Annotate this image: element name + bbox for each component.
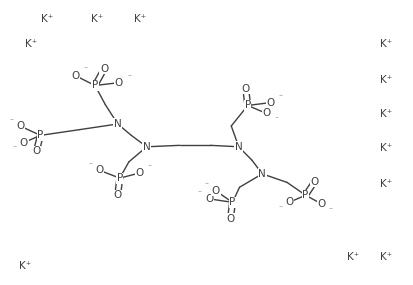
- Text: O: O: [71, 70, 79, 81]
- Text: O: O: [100, 64, 108, 74]
- Text: O: O: [115, 78, 123, 88]
- Text: O: O: [114, 190, 122, 200]
- Text: ⁻: ⁻: [83, 65, 88, 74]
- Text: ⁻: ⁻: [128, 72, 132, 81]
- Text: O: O: [242, 84, 250, 94]
- Text: K⁺: K⁺: [25, 39, 37, 49]
- Text: O: O: [266, 97, 275, 108]
- Text: O: O: [226, 214, 235, 224]
- Text: O: O: [206, 194, 214, 204]
- Text: P: P: [302, 190, 309, 200]
- Text: O: O: [262, 108, 271, 119]
- Text: O: O: [17, 121, 25, 131]
- Text: O: O: [32, 146, 40, 156]
- Text: ⁻: ⁻: [278, 203, 282, 213]
- Text: P: P: [92, 80, 98, 91]
- Text: O: O: [311, 176, 319, 187]
- Text: P: P: [116, 173, 123, 183]
- Text: K⁺: K⁺: [380, 251, 392, 262]
- Text: ⁻: ⁻: [147, 163, 152, 172]
- Text: ⁻: ⁻: [278, 92, 282, 101]
- Text: O: O: [95, 165, 103, 175]
- Text: K⁺: K⁺: [19, 261, 31, 272]
- Text: N: N: [259, 169, 266, 179]
- Text: N: N: [114, 119, 121, 129]
- Text: ⁻: ⁻: [198, 189, 202, 198]
- Text: ⁻: ⁻: [88, 160, 92, 169]
- Text: P: P: [229, 197, 236, 207]
- Text: O: O: [212, 186, 220, 196]
- Text: K⁺: K⁺: [41, 13, 54, 24]
- Text: K⁺: K⁺: [347, 251, 359, 262]
- Text: ⁻: ⁻: [13, 144, 17, 153]
- Text: O: O: [285, 197, 293, 207]
- Text: K⁺: K⁺: [91, 13, 103, 24]
- Text: ⁻: ⁻: [274, 114, 278, 123]
- Text: ⁻: ⁻: [205, 180, 209, 189]
- Text: ⁻: ⁻: [328, 205, 332, 214]
- Text: K⁺: K⁺: [380, 39, 392, 49]
- Text: K⁺: K⁺: [380, 75, 392, 85]
- Text: K⁺: K⁺: [134, 13, 147, 24]
- Text: K⁺: K⁺: [380, 109, 392, 119]
- Text: K⁺: K⁺: [380, 143, 392, 153]
- Text: N: N: [143, 142, 150, 152]
- Text: O: O: [20, 137, 28, 148]
- Text: P: P: [244, 100, 251, 111]
- Text: ⁻: ⁻: [9, 116, 14, 125]
- Text: O: O: [317, 199, 325, 209]
- Text: N: N: [235, 142, 242, 152]
- Text: K⁺: K⁺: [380, 179, 392, 189]
- Text: O: O: [135, 168, 144, 178]
- Text: P: P: [37, 130, 44, 141]
